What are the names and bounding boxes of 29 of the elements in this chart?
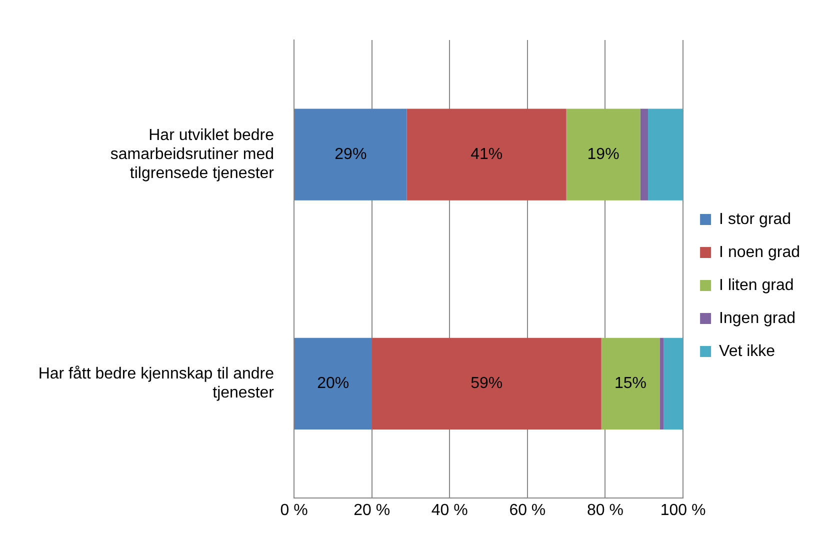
- data-label: 15%: [614, 375, 647, 392]
- x-tick-label: 20 %: [354, 502, 390, 520]
- x-tick-label: 80 %: [587, 502, 624, 520]
- bar: [372, 338, 602, 430]
- legend-label: I stor grad: [719, 210, 792, 228]
- data-label: 41%: [470, 146, 503, 163]
- bar: [664, 338, 684, 430]
- legend-label: Ingen grad: [719, 310, 796, 327]
- legend-label: I liten grad: [719, 276, 794, 294]
- data-label: 20%: [317, 375, 350, 392]
- y-tick-label: Har fått bedre kjennskap til andre tjenester: [38, 365, 275, 402]
- x-tick-label: 100 %: [660, 502, 706, 520]
- bar: [406, 108, 566, 200]
- legend-label: I noen grad: [719, 244, 800, 261]
- bar: [601, 338, 660, 430]
- bar: [294, 108, 407, 200]
- x-tick-label: 40 %: [431, 502, 468, 520]
- x-tick-label: 60 %: [509, 502, 546, 520]
- legend-label: Vet ikke: [719, 342, 776, 360]
- y-tick-label: Har utviklet bedre samarbeidsrutiner med tilgrensede tjenester: [110, 126, 275, 182]
- data-label: 29%: [334, 146, 367, 163]
- data-label: 59%: [470, 375, 503, 392]
- bar: [566, 108, 640, 200]
- bar: [294, 338, 372, 430]
- x-tick-label: 0 %: [280, 502, 308, 520]
- bar: [640, 108, 648, 200]
- bar: [660, 338, 664, 430]
- data-label: 19%: [587, 146, 620, 163]
- bar: [648, 108, 684, 200]
